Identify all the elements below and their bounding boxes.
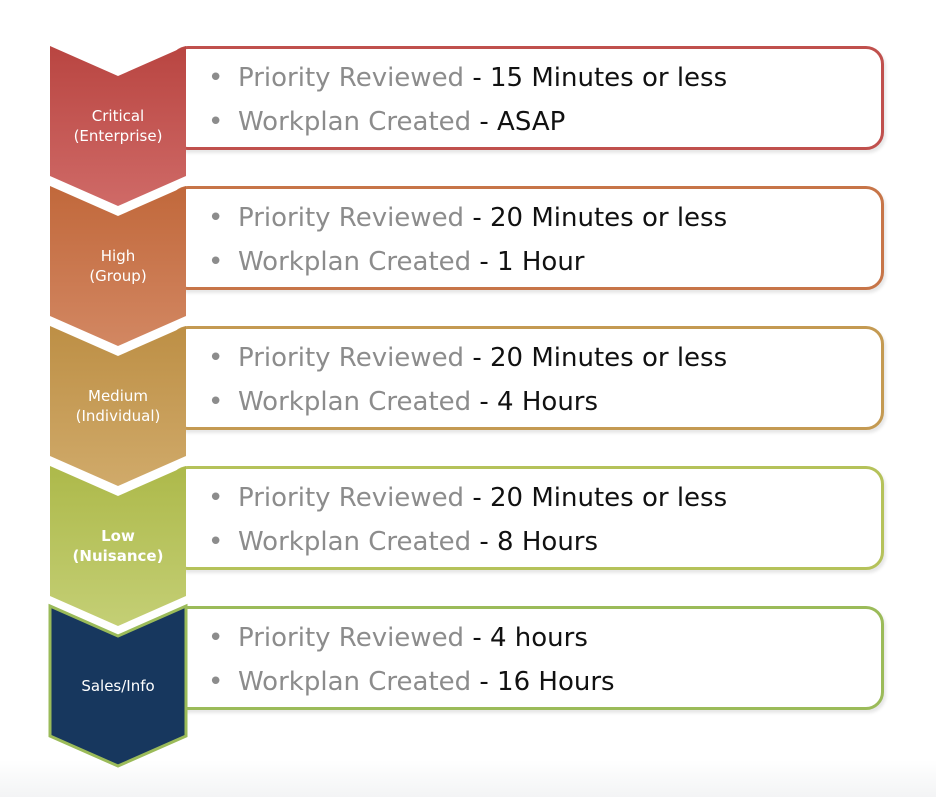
item-value: - 4 hours (464, 623, 588, 653)
tier-sales-info: Sales/Info • Priority Reviewed - 4 hours … (0, 603, 936, 768)
tier-title-block: Sales/Info (58, 676, 178, 696)
item-label: Priority Reviewed (238, 63, 465, 93)
tier-title: Medium (88, 387, 148, 405)
item-label: Workplan Created (238, 667, 472, 697)
item-label: Priority Reviewed (238, 483, 465, 513)
item-label: Workplan Created (238, 107, 472, 137)
chevron-low (50, 466, 186, 626)
item-value: - 15 Minutes or less (464, 63, 728, 93)
bullet-icon: • (208, 247, 224, 277)
chevron-medium (50, 326, 186, 486)
bullet-icon: • (208, 667, 224, 697)
item-value: - ASAP (471, 107, 566, 137)
tier-critical: Critical (Enterprise) • Priority Reviewed… (0, 46, 936, 206)
tier-box (170, 186, 884, 290)
bullet-icon: • (208, 203, 224, 233)
item-value: - 16 Hours (471, 667, 615, 697)
tier-box (170, 466, 884, 570)
list-item: • Priority Reviewed - 20 Minutes or less (208, 476, 878, 520)
tier-title: High (100, 247, 136, 265)
chevron-sales-info (48, 603, 188, 768)
item-value: - 20 Minutes or less (464, 343, 728, 373)
list-item: • Priority Reviewed - 4 hours (208, 616, 878, 660)
bullet-icon: • (208, 387, 224, 417)
tier-subtitle: (Nuisance) (72, 547, 164, 565)
item-value: - 4 Hours (471, 387, 599, 417)
tier-title-block: High (Group) (58, 246, 178, 286)
tier-subtitle: (Group) (89, 267, 147, 285)
item-label: Priority Reviewed (238, 623, 465, 653)
tier-items: • Priority Reviewed - 4 hours • Workplan C… (208, 616, 878, 704)
chevron-critical (50, 46, 186, 206)
bullet-icon: • (208, 483, 224, 513)
bullet-icon: • (208, 107, 224, 137)
bullet-icon: • (208, 623, 224, 653)
tier-items: • Priority Reviewed - 20 Minutes or less … (208, 476, 878, 564)
item-label: Workplan Created (238, 387, 472, 417)
list-item: • Priority Reviewed - 15 Minutes or less (208, 56, 878, 100)
item-label: Priority Reviewed (238, 203, 465, 233)
tier-items: • Priority Reviewed - 20 Minutes or less … (208, 336, 878, 424)
tier-box (170, 606, 884, 710)
list-item: • Workplan Created - 16 Hours (208, 660, 878, 704)
tier-box (170, 46, 884, 150)
chevron-high (50, 186, 186, 346)
tier-title: Sales/Info (81, 677, 155, 695)
tier-title: Critical (91, 107, 145, 125)
tier-high: High (Group) • Priority Reviewed - 20 Min… (0, 186, 936, 346)
list-item: • Priority Reviewed - 20 Minutes or less (208, 336, 878, 380)
list-item: • Workplan Created - 1 Hour (208, 240, 878, 284)
list-item: • Workplan Created - 8 Hours (208, 520, 878, 564)
tier-items: • Priority Reviewed - 20 Minutes or less … (208, 196, 878, 284)
item-value: - 1 Hour (471, 247, 585, 277)
bullet-icon: • (208, 527, 224, 557)
tier-box (170, 326, 884, 430)
tier-title-block: Critical (Enterprise) (58, 106, 178, 146)
item-label: Priority Reviewed (238, 343, 465, 373)
tier-title-block: Low (Nuisance) (58, 526, 178, 566)
item-value: - 20 Minutes or less (464, 203, 728, 233)
tier-medium: Medium (Individual) • Priority Reviewed -… (0, 326, 936, 486)
tier-subtitle: (Enterprise) (73, 127, 163, 145)
tier-low: Low (Nuisance) • Priority Reviewed - 20 M… (0, 466, 936, 626)
bullet-icon: • (208, 343, 224, 373)
item-label: Workplan Created (238, 527, 472, 557)
tier-title: Low (101, 527, 135, 545)
tier-title-block: Medium (Individual) (58, 386, 178, 426)
list-item: • Workplan Created - ASAP (208, 100, 878, 144)
item-label: Workplan Created (238, 247, 472, 277)
bottom-shade (0, 760, 936, 797)
tier-subtitle: (Individual) (75, 407, 161, 425)
list-item: • Workplan Created - 4 Hours (208, 380, 878, 424)
item-value: - 8 Hours (471, 527, 599, 557)
item-value: - 20 Minutes or less (464, 483, 728, 513)
list-item: • Priority Reviewed - 20 Minutes or less (208, 196, 878, 240)
bullet-icon: • (208, 63, 224, 93)
tier-items: • Priority Reviewed - 15 Minutes or less … (208, 56, 878, 144)
